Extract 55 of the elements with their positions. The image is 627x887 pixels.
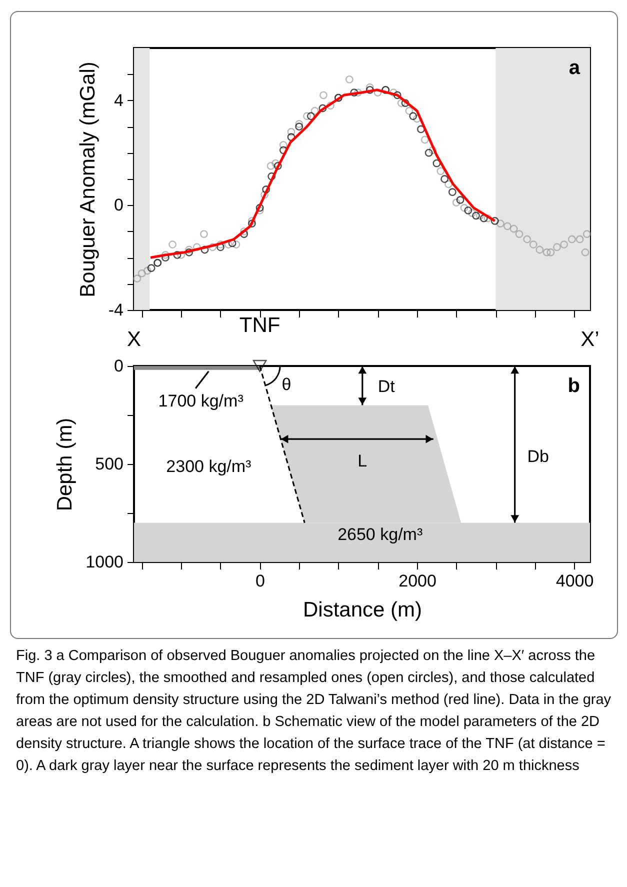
point bbox=[185, 248, 193, 256]
text: X’ bbox=[580, 328, 600, 351]
x-tick-label: 0 bbox=[256, 572, 266, 590]
annotation: 2650 kg/m³ bbox=[338, 525, 423, 544]
annotation: Dt bbox=[378, 377, 396, 396]
point bbox=[432, 159, 441, 168]
point bbox=[268, 172, 276, 180]
annotation: Db bbox=[527, 447, 549, 466]
line-series bbox=[149, 88, 496, 259]
point bbox=[240, 230, 248, 238]
point bbox=[262, 186, 270, 194]
y-tick-label: 0 bbox=[114, 196, 124, 215]
chart-title: a bbox=[568, 57, 581, 79]
point bbox=[393, 91, 402, 100]
point bbox=[147, 264, 156, 272]
point bbox=[448, 188, 456, 196]
chart-title: b bbox=[568, 375, 580, 397]
point bbox=[295, 122, 304, 131]
annotation: 1700 kg/m³ bbox=[158, 391, 244, 410]
point bbox=[409, 112, 418, 120]
point bbox=[366, 86, 374, 94]
point bbox=[318, 104, 327, 112]
y-tick-label: -4 bbox=[108, 300, 124, 320]
point bbox=[248, 220, 256, 228]
y-axis-title: Bouguer Anomaly (mGal) bbox=[76, 62, 100, 298]
point bbox=[456, 196, 464, 204]
y-tick-label: 4 bbox=[114, 90, 124, 110]
point bbox=[401, 99, 410, 107]
point bbox=[417, 125, 425, 134]
point bbox=[490, 216, 499, 225]
point bbox=[256, 204, 264, 212]
annotation: θ bbox=[282, 375, 292, 394]
point bbox=[424, 148, 433, 157]
y-tick-label: 500 bbox=[95, 454, 124, 474]
point bbox=[200, 246, 209, 254]
point bbox=[440, 175, 449, 183]
series-label: TNF bbox=[239, 314, 280, 337]
point bbox=[472, 212, 480, 220]
point bbox=[274, 162, 282, 170]
y-tick-label: 0 bbox=[114, 356, 124, 376]
point bbox=[216, 243, 224, 252]
point bbox=[173, 251, 182, 259]
x-tick-label: 2000 bbox=[398, 572, 436, 590]
point bbox=[306, 112, 315, 120]
point bbox=[480, 214, 488, 222]
annotation: 2300 kg/m³ bbox=[166, 457, 252, 476]
x-tick-label: 4000 bbox=[556, 572, 594, 590]
caption: Fig. 3 a Comparison of observed Bouguer anomalies projected on the line X–X′ across the TNF (gray circles), the smoothed and resampled ones (open circles), and those calculated from the optimum density structure using the 2D Talwani’s method (red line). Data in the gray areas are not used for the calculation. b Schematic view of the model parameters of the 2D density structure. A triangle shows the location of the surface trace of the TNF (at distance = 0). A dark gray layer near the surface represents the sediment layer with 20 m thickness bbox=[16, 647, 612, 776]
text: X bbox=[126, 328, 142, 351]
x-axis-title: Distance (m) bbox=[302, 598, 422, 622]
point bbox=[350, 88, 358, 96]
point bbox=[464, 206, 472, 214]
annotation: L bbox=[358, 451, 368, 470]
y-tick-label: 1000 bbox=[86, 552, 124, 572]
y-axis-title: Depth (m) bbox=[54, 418, 77, 512]
